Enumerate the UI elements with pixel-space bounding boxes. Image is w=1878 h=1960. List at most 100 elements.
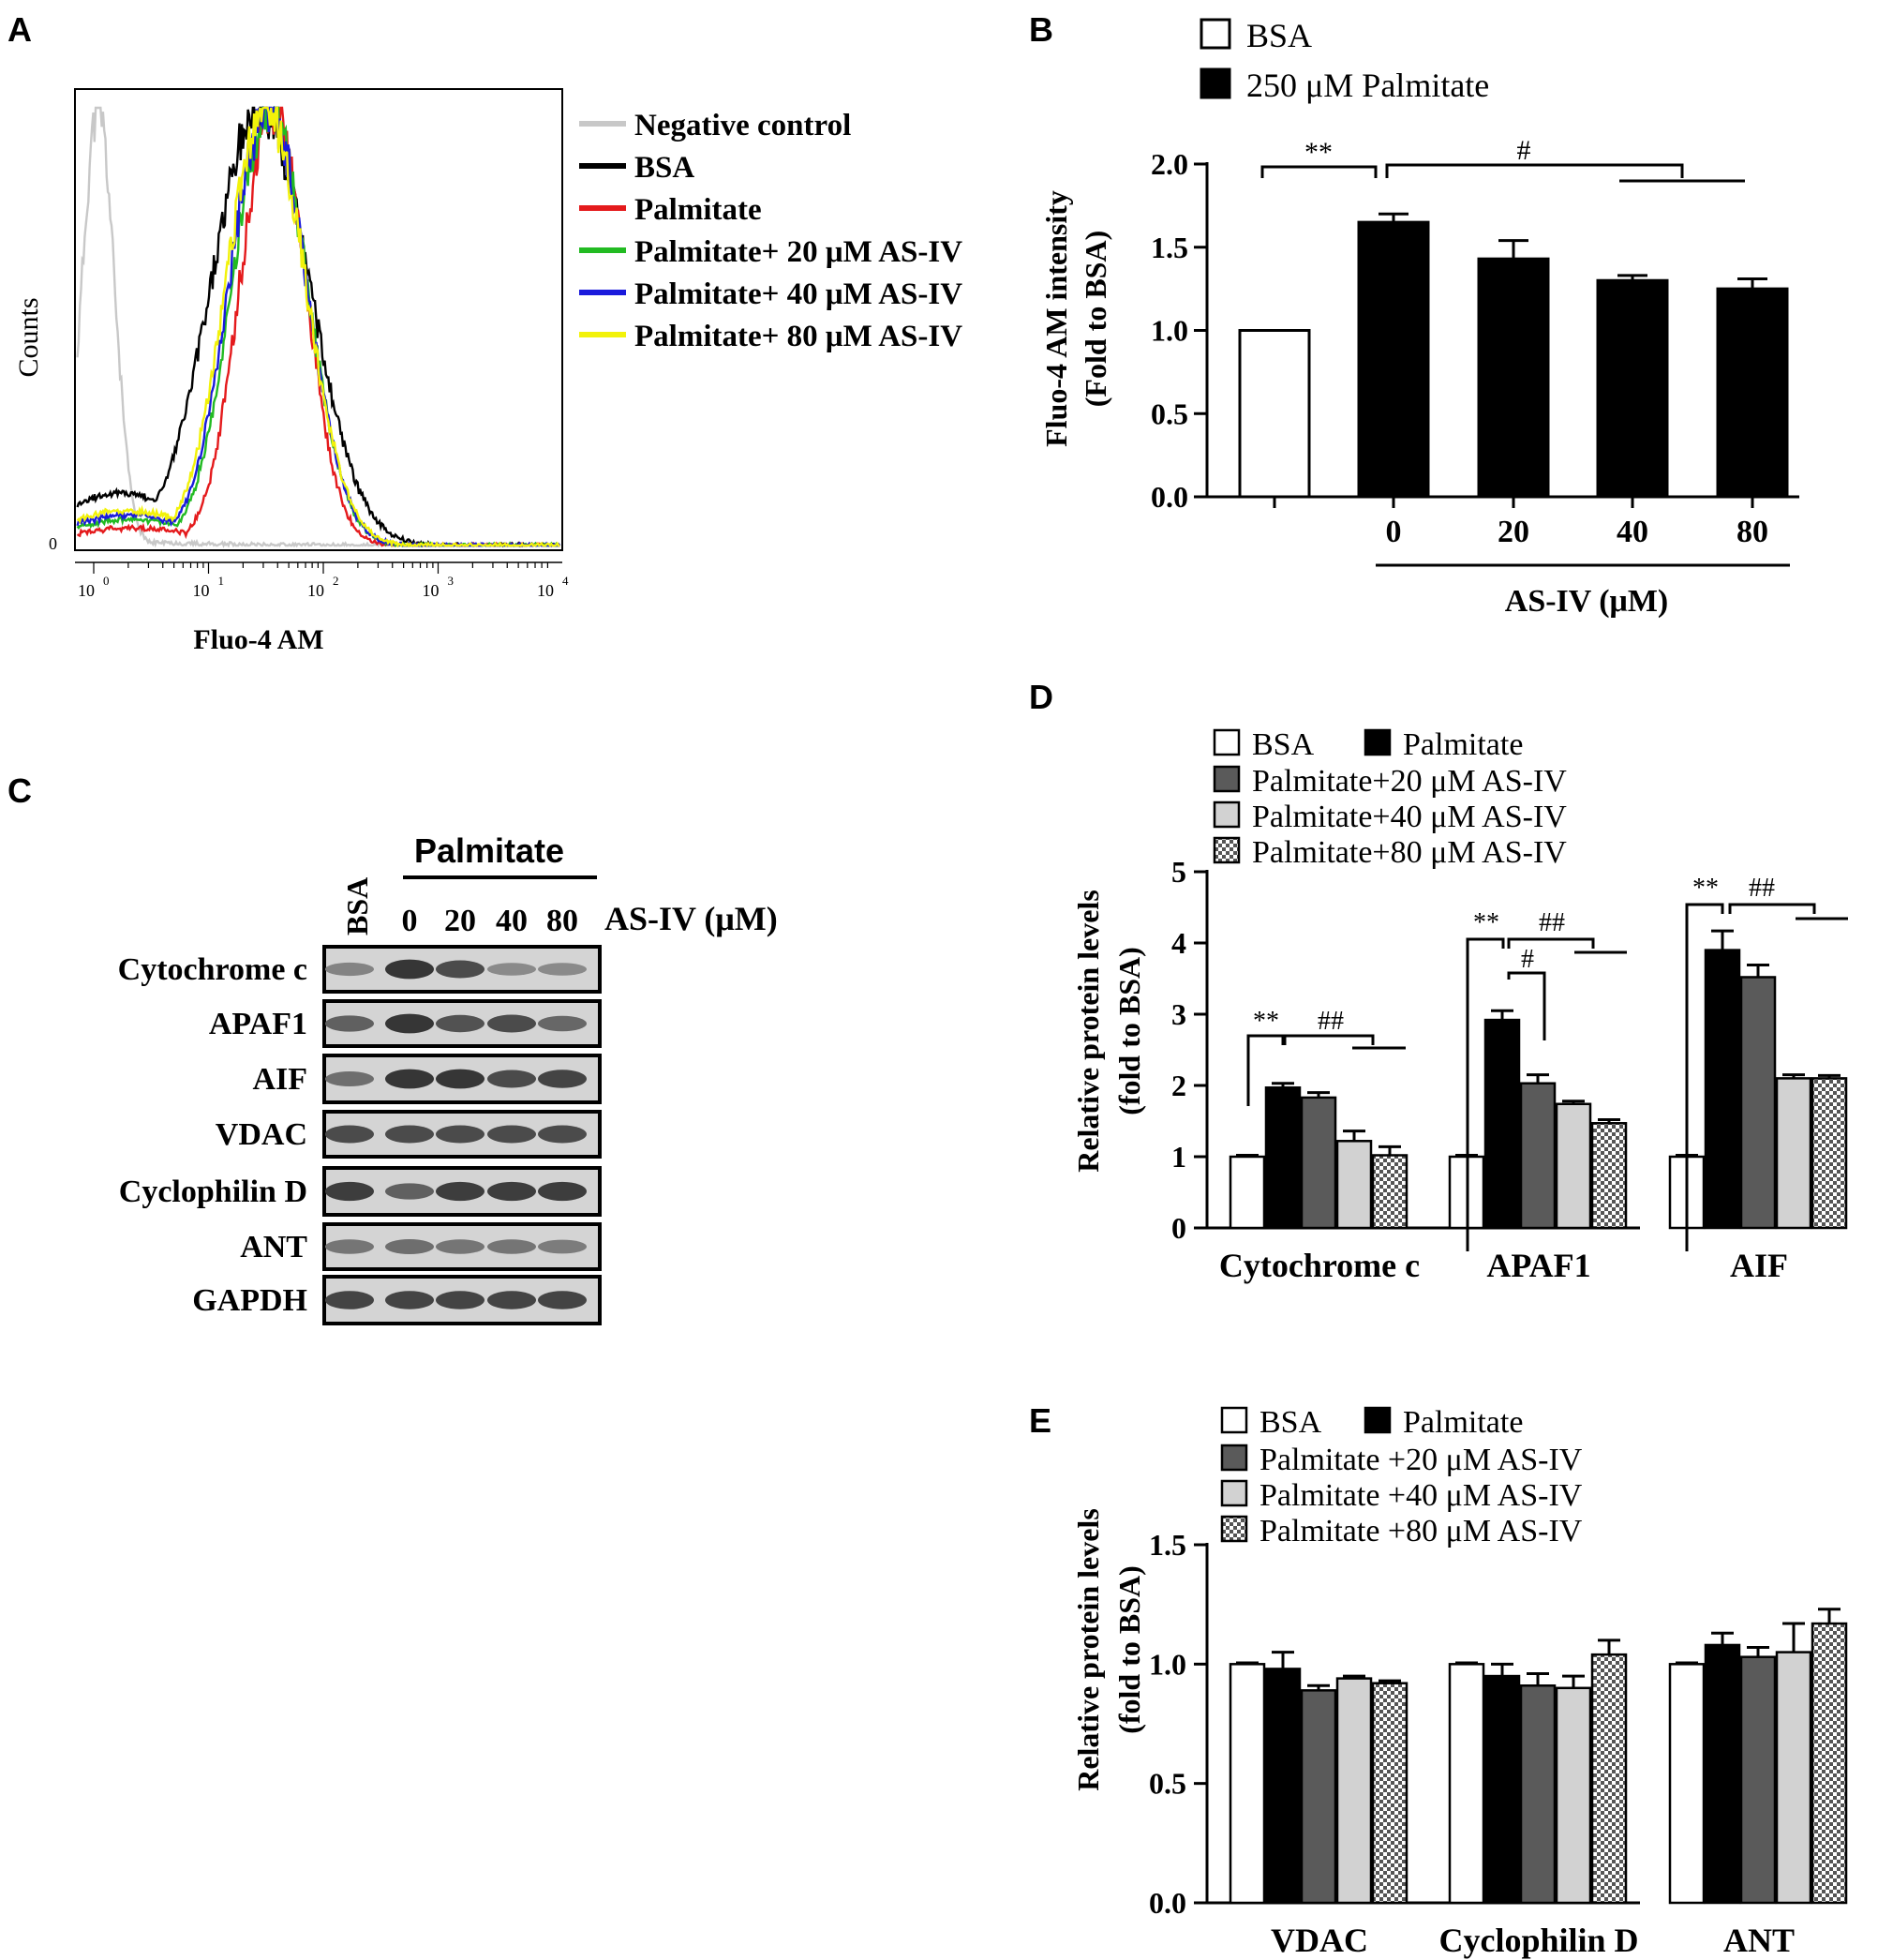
bar-aif-palmitate-20-m-as-iv xyxy=(1739,976,1777,1230)
bar-ant-palmitate-80-m-as-iv xyxy=(1811,1622,1848,1905)
legend-label-palmitate-40-m-as-iv: Palmitate +40 μM AS-IV xyxy=(1259,1478,1583,1513)
y-axis-label-counts: Counts xyxy=(13,297,44,377)
sig-mark: ## xyxy=(1749,874,1775,903)
blot-band xyxy=(538,1015,587,1032)
sig-mark-double-star: ** xyxy=(1304,137,1333,168)
lane-label-bsa: BSA xyxy=(340,877,374,935)
legend-label-palmitate-80-m-as-iv: Palmitate+80 μM AS-IV xyxy=(1252,835,1567,870)
blot-band xyxy=(385,1183,434,1200)
blot-band xyxy=(385,1125,434,1144)
bar-ant-bsa xyxy=(1668,1663,1706,1905)
x-tick-label: 0 xyxy=(1386,515,1402,549)
x-category-label-apaf1: APAF1 xyxy=(1486,1247,1590,1284)
bar-apaf1-palmitate-20-m-as-iv xyxy=(1519,1082,1557,1230)
blot-row-label-ant: ANT xyxy=(240,1230,307,1264)
bar-vdac-palmitate-80-m-as-iv xyxy=(1371,1682,1408,1905)
bar-cyclophilin-d-palmitate-20-m-as-iv xyxy=(1519,1684,1557,1905)
blot-row-label-cytochrome-c: Cytochrome c xyxy=(118,952,307,987)
legend-swatch-palmitate-20-m-as-iv xyxy=(1220,1444,1248,1472)
blot-band xyxy=(538,963,587,976)
lane-unit-as-iv: AS-IV (μM) xyxy=(604,900,778,937)
x-tick-label-exponent: 4 xyxy=(562,574,569,588)
x-tick-label: 40 xyxy=(1617,515,1648,549)
sig-mark: # xyxy=(1521,945,1534,974)
y-tick-label: 2.0 xyxy=(1151,147,1188,181)
sig-bracket-hash xyxy=(1385,163,1684,178)
y-tick-label: 4 xyxy=(1171,926,1186,960)
bar-apaf1-palmitate-80-m-as-iv xyxy=(1590,1122,1628,1230)
y-tick-label: 0.5 xyxy=(1149,1767,1186,1801)
bar-ant-palmitate xyxy=(1704,1643,1741,1905)
sig-mark: ** xyxy=(1473,908,1499,937)
bar-cyclophilin-d-palmitate xyxy=(1483,1674,1521,1905)
bar-vdac-palmitate-40-m-as-iv xyxy=(1335,1677,1373,1905)
x-tick-label-base: 10 xyxy=(423,581,440,600)
y-axis-label-d-line2: (fold to BSA) xyxy=(1112,947,1146,1115)
sig-bracket-apaf1-single-hash xyxy=(1507,971,1546,1040)
histogram-curves xyxy=(76,105,561,548)
bar-vdac-bsa xyxy=(1229,1663,1266,1905)
x-category-label-aif: AIF xyxy=(1730,1247,1788,1284)
blot-band xyxy=(385,1069,434,1089)
sig-bracket-aif-hash xyxy=(1728,903,1816,914)
blot-band xyxy=(538,1181,587,1202)
bar-cytochrome-c-palmitate-80-m-as-iv xyxy=(1371,1154,1408,1230)
y-axis-label-b-line2: (Fold to BSA) xyxy=(1079,231,1112,407)
bar-palmitate-20 xyxy=(1477,257,1550,499)
x-axis-label-b: AS-IV (μM) xyxy=(1505,584,1668,619)
blot-band xyxy=(436,960,484,979)
bar-vdac-palmitate xyxy=(1264,1668,1302,1905)
y-tick-label: 3 xyxy=(1171,997,1186,1031)
legend-label-palmitate: Palmitate xyxy=(634,193,762,227)
histogram-x-axis: 10 0 10 1 10 2 10 3 10 4 xyxy=(75,561,569,600)
western-blot-header-palmitate: Palmitate xyxy=(414,831,564,870)
blot-band xyxy=(385,959,434,980)
bar-cyclophilin-d-palmitate-40-m-as-iv xyxy=(1555,1686,1592,1905)
y-tick-label: 2 xyxy=(1171,1069,1186,1102)
bar-chart-e: 0.0 0.5 1.0 1.5 VDAC Cyclophilin D ANT xyxy=(1149,1528,1848,1959)
sig-bracket-cytc-star xyxy=(1246,1034,1285,1106)
x-tick-label-exponent: 2 xyxy=(333,574,339,588)
y-tick-label: 1 xyxy=(1171,1140,1186,1174)
x-axis-label-fluo4: Fluo-4 AM xyxy=(193,624,323,655)
legend-label-palmitate-20-m-as-iv: Palmitate+20 μM AS-IV xyxy=(1252,764,1567,799)
x-tick-label: 20 xyxy=(1498,515,1529,549)
legend-label-palmitate-20-m-as-iv: Palmitate+ 20 μM AS-IV xyxy=(634,235,962,269)
panel-letter-b: B xyxy=(1029,10,1053,49)
legend-label-palmitate-40-m-as-iv: Palmitate+40 μM AS-IV xyxy=(1252,800,1567,834)
x-tick-label: 80 xyxy=(1736,515,1768,549)
sig-bracket-cytc-hash xyxy=(1283,1034,1375,1045)
legend-label-palmitate: 250 μM Palmitate xyxy=(1246,67,1489,104)
blot-band xyxy=(436,1069,484,1089)
x-tick-label-exponent: 1 xyxy=(218,574,225,588)
legend-swatch-palmitate xyxy=(1364,1406,1392,1434)
y-tick-label: 5 xyxy=(1171,855,1186,889)
x-tick-label-base: 10 xyxy=(537,581,554,600)
legend-swatch-palmitate-40-m-as-iv xyxy=(1213,800,1241,829)
bar-cytochrome-c-bsa xyxy=(1229,1155,1266,1230)
legend-swatch-bsa xyxy=(1200,18,1231,50)
y-tick-label: 0.0 xyxy=(1149,1886,1186,1920)
bar-ant-palmitate-40-m-as-iv xyxy=(1775,1651,1812,1905)
bar-palmitate-80 xyxy=(1716,287,1789,499)
y-tick-label-zero: 0 xyxy=(49,534,57,553)
panel-letter-a: A xyxy=(7,10,32,49)
blot-band xyxy=(325,1125,374,1144)
blot-band xyxy=(538,1070,587,1088)
sig-bracket-apaf1-hash xyxy=(1507,937,1595,949)
blot-band xyxy=(436,1181,484,1202)
legend-swatch-palmitate xyxy=(1200,67,1231,99)
y-axis-label-d-line1: Relative protein levels xyxy=(1071,890,1105,1173)
bar-chart-b: 0.0 0.5 1.0 1.5 2.0 0 20 40 80 ** # xyxy=(1151,135,1799,567)
x-category-label-cyclophilin-d: Cyclophilin D xyxy=(1438,1922,1638,1959)
blot-row-label-vdac: VDAC xyxy=(216,1117,307,1152)
blot-band xyxy=(325,962,374,977)
blot-band xyxy=(487,1181,536,1202)
y-tick-label: 1.5 xyxy=(1151,231,1188,264)
blot-band xyxy=(325,1015,374,1032)
lane-label-0: 0 xyxy=(402,904,418,938)
lane-label-20: 20 xyxy=(444,904,476,938)
sig-bracket-apaf1-star xyxy=(1466,937,1505,1251)
blot-row-label-aif: AIF xyxy=(252,1062,307,1097)
